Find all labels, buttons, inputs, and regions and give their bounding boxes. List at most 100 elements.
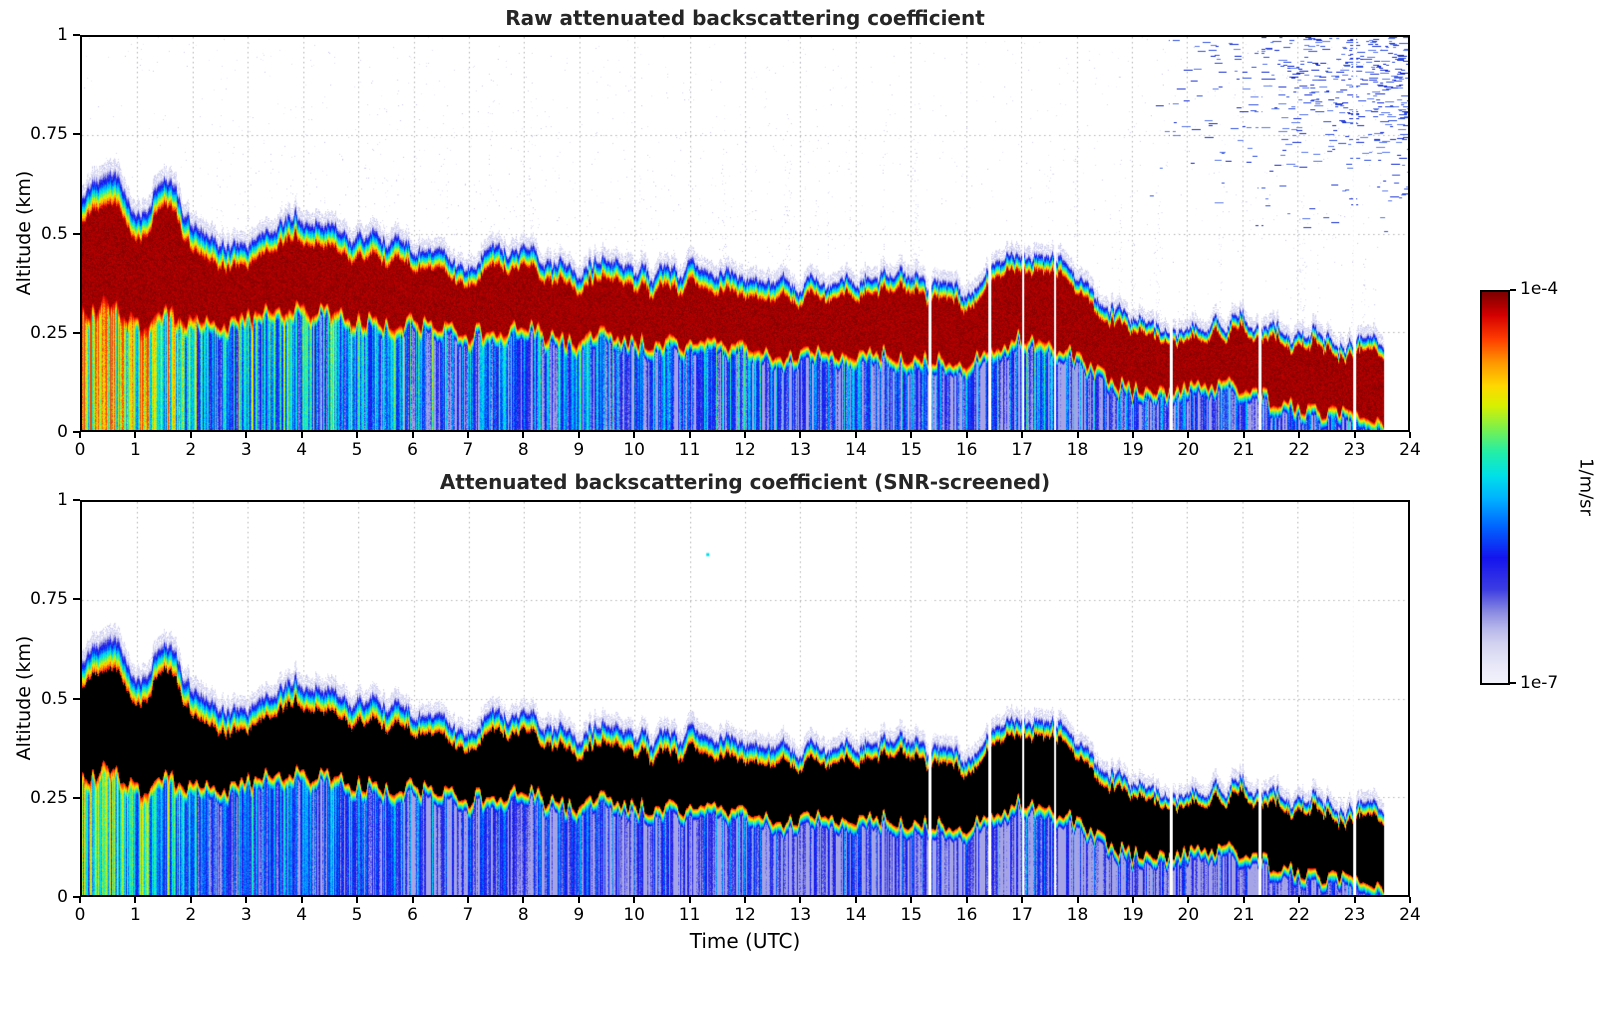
- x-tick-label: 2: [185, 905, 197, 925]
- x-tick-label: 4: [296, 440, 308, 460]
- x-tick-label: 7: [462, 905, 474, 925]
- y-tick: [73, 34, 80, 36]
- x-tick: [1131, 897, 1134, 903]
- x-tick-label: 20: [1177, 905, 1200, 925]
- x-tick-label: 6: [407, 440, 418, 460]
- x-tick: [1298, 432, 1301, 438]
- x-tick-label: 15: [900, 905, 923, 925]
- x-tick-label: 21: [1232, 440, 1255, 460]
- x-tick: [1076, 897, 1079, 903]
- x-tick-label: 4: [296, 905, 308, 925]
- x-tick-label: 3: [240, 905, 252, 925]
- x-tick: [411, 432, 414, 438]
- x-tick-label: 16: [955, 440, 978, 460]
- y-tick: [73, 133, 80, 136]
- x-tick: [300, 897, 303, 903]
- screened-heatmap-plot: [80, 500, 1410, 897]
- x-tick: [1187, 897, 1190, 903]
- x-tick: [1187, 432, 1190, 438]
- y-tick-label: 1: [57, 490, 68, 510]
- colorbar-units-label: 1/m/sr: [1575, 458, 1597, 516]
- raw-heatmap-plot: [80, 35, 1410, 432]
- x-tick-label: 12: [734, 905, 756, 925]
- colorbar: [1480, 290, 1510, 685]
- x-tick: [245, 897, 248, 903]
- x-tick-label: 17: [1011, 905, 1033, 925]
- x-tick-label: 3: [240, 440, 252, 460]
- x-tick-label: 6: [407, 905, 418, 925]
- screened-heatmap-canvas: [82, 502, 1408, 895]
- x-tick: [466, 897, 469, 903]
- x-tick: [965, 897, 968, 903]
- x-tick: [577, 897, 580, 903]
- x-tick-label: 14: [845, 905, 867, 925]
- colorbar-min-label: 1e-7: [1520, 673, 1559, 693]
- x-tick-label: 5: [351, 440, 363, 460]
- x-tick: [1353, 897, 1356, 903]
- x-tick: [245, 432, 248, 438]
- x-tick-label: 5: [351, 905, 363, 925]
- x-tick-label: 9: [573, 440, 585, 460]
- x-tick: [1131, 432, 1134, 438]
- x-tick-label: 22: [1288, 905, 1310, 925]
- colorbar-min-tick: [1510, 682, 1516, 684]
- x-tick-label: 0: [74, 905, 86, 925]
- colorbar-max-tick: [1510, 289, 1516, 291]
- x-tick-label: 11: [678, 905, 701, 925]
- x-tick: [688, 897, 691, 903]
- y-tick-label: 0.5: [40, 223, 68, 244]
- x-tick-label: 0: [74, 440, 86, 460]
- x-tick-label: 7: [462, 440, 474, 460]
- x-tick-label: 23: [1343, 905, 1366, 925]
- x-tick: [633, 897, 636, 903]
- x-tick: [688, 432, 691, 438]
- x-tick: [134, 432, 137, 438]
- x-tick: [134, 897, 137, 903]
- x-tick: [1021, 897, 1024, 903]
- x-tick: [1409, 897, 1411, 903]
- x-tick: [79, 432, 81, 438]
- x-tick-label: 2: [185, 440, 197, 460]
- x-tick-label: 13: [789, 905, 812, 925]
- x-tick: [522, 897, 525, 903]
- x-tick: [79, 897, 81, 903]
- x-tick-label: 1: [129, 440, 141, 460]
- x-tick: [744, 432, 746, 438]
- x-tick: [577, 432, 580, 438]
- x-tick-label: 18: [1066, 905, 1089, 925]
- y-tick: [73, 896, 80, 898]
- x-tick: [522, 432, 525, 438]
- x-tick-label: 18: [1066, 440, 1089, 460]
- x-tick-label: 11: [678, 440, 701, 460]
- x-tick-label: 16: [955, 905, 978, 925]
- y-tick-label: 1: [57, 25, 68, 45]
- x-tick-label: 13: [789, 440, 812, 460]
- y-tick: [73, 697, 80, 700]
- y-tick-label: 0: [57, 422, 68, 442]
- y-tick: [73, 598, 80, 601]
- x-tick: [965, 432, 968, 438]
- x-tick: [411, 897, 414, 903]
- colorbar-max-label: 1e-4: [1520, 279, 1559, 299]
- x-tick: [633, 432, 636, 438]
- x-tick-label: 17: [1011, 440, 1033, 460]
- x-tick: [799, 432, 802, 438]
- x-tick-label: 8: [517, 440, 529, 460]
- x-tick-label: 24: [1399, 905, 1421, 925]
- x-tick: [1242, 432, 1245, 438]
- x-tick: [1242, 897, 1245, 903]
- y-tick-label: 0.25: [30, 322, 68, 343]
- y-tick-label: 0: [57, 887, 68, 907]
- y-tick: [73, 431, 80, 433]
- raw-panel-title: Raw attenuated backscattering coefficien…: [505, 6, 985, 30]
- y-tick: [73, 796, 80, 799]
- x-tick-label: 10: [623, 440, 645, 460]
- y-tick: [73, 331, 80, 334]
- y-tick-label: 0.5: [40, 688, 68, 709]
- x-tick-label: 22: [1288, 440, 1310, 460]
- x-tick: [799, 897, 802, 903]
- x-tick-label: 12: [734, 440, 756, 460]
- x-tick-label: 23: [1343, 440, 1366, 460]
- y-tick-label: 0.75: [30, 589, 68, 610]
